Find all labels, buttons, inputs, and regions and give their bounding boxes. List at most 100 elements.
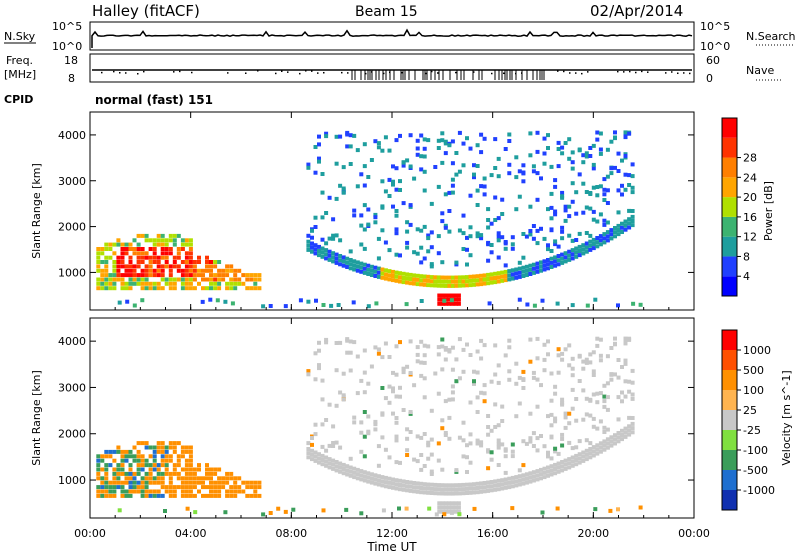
heatmap-cell — [412, 281, 417, 286]
heatmap-cell — [542, 161, 547, 166]
heatmap-cell — [482, 383, 487, 388]
heatmap-cell — [156, 445, 161, 450]
heatmap-cell — [132, 281, 137, 286]
heatmap-cell — [164, 458, 169, 463]
heatmap-cell — [320, 254, 325, 259]
heatmap-cell — [549, 227, 554, 232]
heatmap-cell — [620, 437, 624, 442]
heatmap-cell — [148, 493, 153, 498]
heatmap-cell — [348, 469, 353, 474]
heatmap-cell — [524, 268, 529, 273]
heatmap-cell — [479, 443, 484, 448]
heatmap-cell — [584, 412, 589, 417]
heatmap-cell — [205, 471, 209, 476]
heatmap-cell — [144, 485, 149, 490]
heatmap-cell — [320, 237, 325, 242]
heatmap-cell — [503, 269, 508, 274]
heatmap-cell — [324, 337, 329, 342]
heatmap-cell — [443, 509, 448, 514]
nsky-top-tick: 10^5 — [52, 20, 82, 33]
heatmap-cell — [156, 268, 161, 273]
heatmap-cell — [627, 208, 632, 213]
heatmap-cell — [324, 340, 329, 345]
heatmap-cell — [321, 508, 326, 513]
heatmap-cell — [160, 449, 165, 454]
heatmap-cell — [164, 260, 169, 264]
heatmap-cell — [176, 458, 181, 463]
heatmap-cell — [496, 445, 501, 450]
heatmap-cell — [556, 469, 561, 474]
heatmap-cell — [168, 445, 173, 450]
heatmap-cell — [436, 458, 441, 463]
heatmap-cell — [164, 281, 169, 286]
heatmap-cell — [429, 482, 434, 487]
heatmap-cell — [229, 471, 234, 476]
heatmap-cell — [128, 449, 133, 454]
heatmap-cell — [581, 181, 586, 186]
heatmap-cell — [112, 485, 117, 490]
heatmap-cell — [205, 255, 209, 260]
heatmap-cell — [188, 255, 193, 260]
heatmap-cell — [136, 485, 141, 490]
heatmap-cell — [468, 432, 473, 437]
heatmap-cell — [180, 480, 185, 485]
heatmap-cell — [355, 260, 360, 265]
heatmap-cell — [120, 467, 125, 472]
heatmap-cell — [419, 274, 424, 279]
heatmap-cell — [630, 219, 635, 223]
heatmap-cell — [419, 299, 424, 303]
heatmap-cell — [457, 279, 462, 284]
heatmap-cell — [535, 269, 540, 274]
heatmap-cell — [454, 483, 459, 488]
nave-dot — [563, 70, 565, 73]
heatmap-cell — [366, 414, 371, 419]
heatmap-cell — [442, 512, 447, 517]
heatmap-cell — [104, 247, 109, 251]
heatmap-cell — [237, 281, 242, 286]
heatmap-cell — [128, 493, 133, 498]
heatmap-cell — [475, 164, 480, 168]
heatmap-cell — [517, 375, 522, 380]
heatmap-cell — [623, 187, 628, 192]
heatmap-cell — [148, 281, 153, 286]
colorbar-segment — [722, 236, 737, 257]
heatmap-cell — [387, 148, 392, 153]
nave-dot — [677, 72, 679, 75]
heatmap-cell — [249, 480, 254, 485]
heatmap-cell — [152, 467, 157, 472]
heatmap-cell — [560, 432, 565, 437]
heatmap-cell — [132, 247, 137, 251]
heatmap-cell — [163, 509, 167, 513]
heatmap-cell — [116, 264, 121, 269]
nave-dot — [569, 72, 571, 74]
heatmap-cell — [605, 441, 610, 446]
heatmap-cell — [563, 347, 568, 352]
heatmap-cell — [461, 482, 466, 487]
heatmap-cell — [374, 301, 379, 306]
heatmap-cell — [602, 236, 607, 241]
heatmap-cell — [359, 172, 364, 177]
heatmap-cell — [116, 238, 121, 243]
heatmap-cell — [567, 343, 572, 348]
heatmap-cell — [229, 489, 234, 494]
heatmap-cell — [620, 183, 624, 188]
heatmap-cell — [124, 454, 129, 459]
heatmap-cell — [602, 399, 607, 404]
heatmap-cell — [310, 249, 314, 254]
heatmap-cell — [176, 441, 181, 446]
heatmap-cell — [217, 260, 222, 264]
colorbar-segment — [722, 390, 737, 410]
heatmap-cell — [144, 238, 149, 243]
heatmap-cell — [503, 470, 508, 475]
heatmap-cell — [472, 278, 476, 283]
heatmap-cell — [201, 485, 205, 490]
heatmap-cell — [394, 270, 399, 275]
heatmap-cell — [461, 275, 466, 280]
heatmap-cell — [112, 493, 117, 498]
heatmap-cell — [320, 215, 325, 220]
heatmap-cell — [517, 194, 522, 199]
heatmap-cell — [160, 476, 165, 481]
heatmap-cell — [261, 512, 266, 517]
heatmap-cell — [503, 246, 508, 251]
